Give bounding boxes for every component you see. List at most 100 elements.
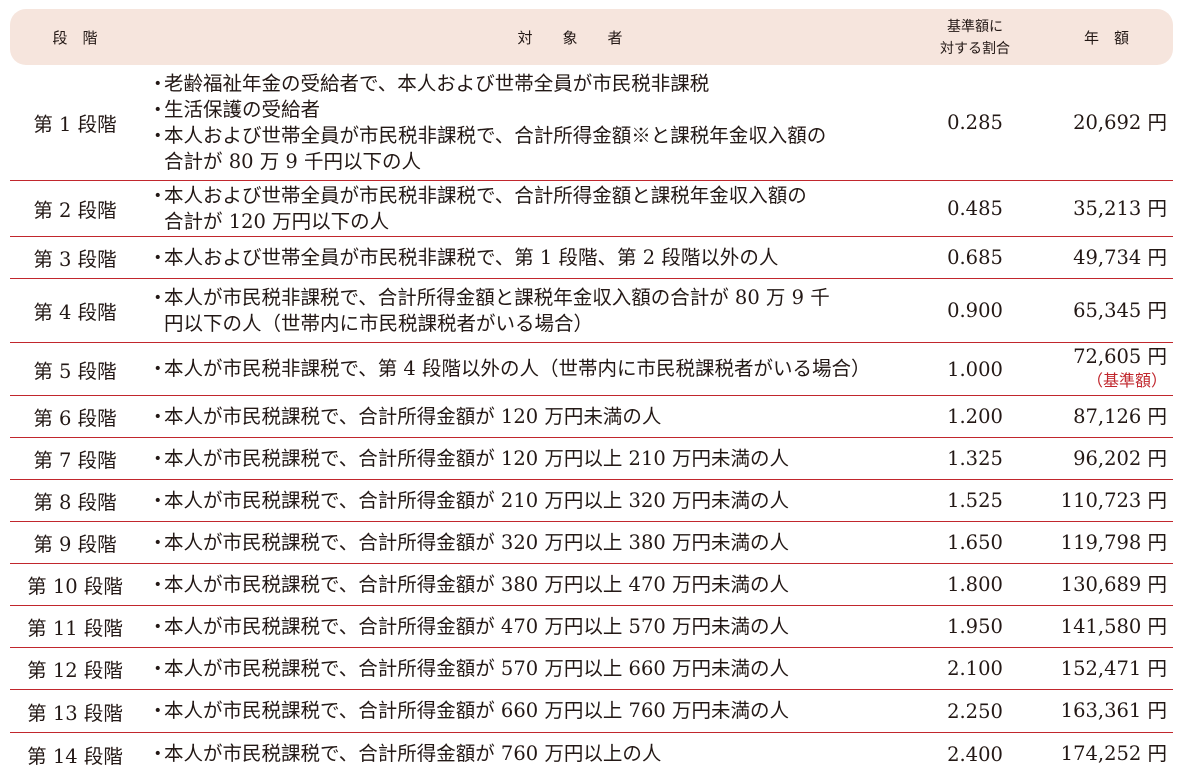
target-item: ・本人および世帯全員が市民税非課税で、合計所得金額※と課税年金収入額の 合計が … <box>148 123 910 175</box>
target-item: ・本人および世帯全員が市民税非課税で、第 1 段階、第 2 段階以外の人 <box>148 245 910 271</box>
header-amount: 年 額 <box>1083 28 1129 47</box>
amount-cell: 141,580 円 <box>1040 615 1173 639</box>
bullet-icon: ・ <box>148 285 168 309</box>
stage-cell: 第 13 段階 <box>27 701 123 725</box>
ratio-cell: 0.285 <box>947 111 1003 134</box>
table-row: 第 10 段階 ・本人が市民税課税で、合計所得金額が 380 万円以上 470 万… <box>10 564 1173 606</box>
target-text: 本人および世帯全員が市民税非課税で、第 1 段階、第 2 段階以外の人 <box>164 245 779 269</box>
target-item: ・本人が市民税課税で、合計所得金額が 660 万円以上 760 万円未満の人 <box>148 698 910 724</box>
stage-cell: 第 8 段階 <box>33 491 117 514</box>
ratio-cell: 1.200 <box>947 405 1003 428</box>
amount-cell: 174,252 円 <box>1040 742 1173 766</box>
amount-cell: 87,126 円 <box>1040 405 1173 429</box>
target-text: 本人が市民税課税で、合計所得金額が 470 万円以上 570 万円未満の人 <box>164 614 789 638</box>
table-row: 第 6 段階 ・本人が市民税課税で、合計所得金額が 120 万円未満の人 1.200… <box>10 396 1173 438</box>
amount-cell: 35,213 円 <box>1040 197 1173 221</box>
target-text: 本人が市民税非課税で、第 4 段階以外の人（世帯内に市民税課税者がいる場合） <box>164 357 871 380</box>
ratio-cell: 1.525 <box>947 489 1003 512</box>
ratio-cell: 1.000 <box>947 357 1003 381</box>
target-item: ・本人が市民税非課税で、第 4 段階以外の人（世帯内に市民税課税者がいる場合） <box>148 356 910 382</box>
target-text: 本人および世帯全員が市民税非課税で、合計所得金額と課税年金収入額の 合計が 12… <box>164 183 807 233</box>
target-cell: ・本人が市民税課税で、合計所得金額が 760 万円以上の人 <box>140 741 910 767</box>
ratio-cell: 0.485 <box>947 197 1003 220</box>
table-row: 第 1 段階・老齢福祉年金の受給者で、本人および世帯全員が市民税非課税・生活保護… <box>10 65 1173 181</box>
bullet-icon: ・ <box>148 656 168 680</box>
table-header: 段 階 対 象 者 基準額に 対する割合 年 額 <box>10 9 1173 65</box>
target-item: ・本人が市民税課税で、合計所得金額が 210 万円以上 320 万円未満の人 <box>148 488 910 514</box>
target-item: ・本人が市民税課税で、合計所得金額が 760 万円以上の人 <box>148 741 910 767</box>
target-item: ・本人が市民税非課税で、合計所得金額と課税年金収入額の合計が 80 万 9 千 … <box>148 285 910 337</box>
ratio-cell: 0.685 <box>947 246 1003 269</box>
amount-value: 72,605 円 <box>1073 345 1167 368</box>
target-text: 本人が市民税課税で、合計所得金額が 380 万円以上 470 万円未満の人 <box>164 572 789 596</box>
amount-value: 174,252 円 <box>1060 742 1167 765</box>
target-text: 本人が市民税課税で、合計所得金額が 210 万円以上 320 万円未満の人 <box>164 488 789 512</box>
table-row: 第 7 段階 ・本人が市民税課税で、合計所得金額が 120 万円以上 210 万円… <box>10 438 1173 480</box>
amount-cell: 96,202 円 <box>1040 447 1173 471</box>
header-ratio: 基準額に 対する割合 <box>940 19 1010 57</box>
bullet-icon: ・ <box>148 357 168 380</box>
amount-value: 163,361 円 <box>1060 699 1167 722</box>
target-text: 本人および世帯全員が市民税非課税で、合計所得金額※と課税年金収入額の 合計が 8… <box>164 123 827 173</box>
target-cell: ・本人および世帯全員が市民税非課税で、合計所得金額と課税年金収入額の 合計が 1… <box>140 183 910 235</box>
bullet-icon: ・ <box>148 123 168 147</box>
target-item: ・本人が市民税課税で、合計所得金額が 570 万円以上 660 万円未満の人 <box>148 656 910 682</box>
target-cell: ・老齢福祉年金の受給者で、本人および世帯全員が市民税非課税・生活保護の受給者・本… <box>140 71 910 175</box>
amount-cell: 163,361 円 <box>1040 699 1173 723</box>
bullet-icon: ・ <box>148 183 168 207</box>
amount-cell: 65,345 円 <box>1040 299 1173 323</box>
amount-value: 20,692 円 <box>1073 110 1167 134</box>
table-row: 第 13 段階 ・本人が市民税課税で、合計所得金額が 660 万円以上 760 万… <box>10 690 1173 733</box>
amount-value: 65,345 円 <box>1073 298 1167 322</box>
target-item: ・本人が市民税課税で、合計所得金額が 120 万円以上 210 万円未満の人 <box>148 446 910 472</box>
target-cell: ・本人が市民税課税で、合計所得金額が 320 万円以上 380 万円未満の人 <box>140 530 910 556</box>
ratio-cell: 1.800 <box>947 573 1003 596</box>
target-item: ・本人が市民税課税で、合計所得金額が 120 万円未満の人 <box>148 404 910 430</box>
stage-cell: 第 9 段階 <box>33 533 117 556</box>
target-text: 本人が市民税課税で、合計所得金額が 120 万円未満の人 <box>164 404 662 428</box>
target-cell: ・本人が市民税課税で、合計所得金額が 570 万円以上 660 万円未満の人 <box>140 656 910 682</box>
amount-value: 141,580 円 <box>1060 614 1167 638</box>
amount-cell: 72,605 円 （基準額） <box>1040 345 1173 393</box>
ratio-cell: 2.100 <box>947 657 1003 680</box>
stage-cell: 第 6 段階 <box>33 407 117 430</box>
target-item: ・老齢福祉年金の受給者で、本人および世帯全員が市民税非課税 <box>148 71 910 97</box>
bullet-icon: ・ <box>148 446 168 470</box>
target-text: 本人が市民税課税で、合計所得金額が 660 万円以上 760 万円未満の人 <box>164 699 789 722</box>
table-row: 第 2 段階 ・本人および世帯全員が市民税非課税で、合計所得金額と課税年金収入額の… <box>10 181 1173 237</box>
bullet-icon: ・ <box>148 404 168 428</box>
amount-value: 49,734 円 <box>1073 245 1167 269</box>
amount-value: 110,723 円 <box>1060 488 1167 512</box>
amount-value: 96,202 円 <box>1073 446 1167 470</box>
amount-value: 130,689 円 <box>1060 572 1167 596</box>
target-text: 本人が市民税課税で、合計所得金額が 120 万円以上 210 万円未満の人 <box>164 446 789 470</box>
table-row: 第 12 段階 ・本人が市民税課税で、合計所得金額が 570 万円以上 660 万… <box>10 648 1173 690</box>
table-row: 第 5 段階 ・本人が市民税非課税で、第 4 段階以外の人（世帯内に市民税課税者が… <box>10 343 1173 396</box>
stage-cell: 第 2 段階 <box>33 199 117 222</box>
target-text: 生活保護の受給者 <box>164 97 321 121</box>
amount-cell: 49,734 円 <box>1040 246 1173 270</box>
ratio-cell: 1.325 <box>947 447 1003 470</box>
amount-value: 119,798 円 <box>1060 530 1167 554</box>
target-cell: ・本人が市民税課税で、合計所得金額が 470 万円以上 570 万円未満の人 <box>140 614 910 640</box>
amount-cell: 20,692 円 <box>1040 111 1173 135</box>
bullet-icon: ・ <box>148 614 168 638</box>
ratio-cell: 2.400 <box>947 742 1003 766</box>
amount-cell: 110,723 円 <box>1040 489 1173 513</box>
target-cell: ・本人が市民税課税で、合計所得金額が 120 万円未満の人 <box>140 404 910 430</box>
stage-cell: 第 14 段階 <box>27 744 123 768</box>
target-item: ・本人および世帯全員が市民税非課税で、合計所得金額と課税年金収入額の 合計が 1… <box>148 183 910 235</box>
table-body: 第 1 段階・老齢福祉年金の受給者で、本人および世帯全員が市民税非課税・生活保護… <box>10 65 1173 775</box>
target-cell: ・本人が市民税課税で、合計所得金額が 380 万円以上 470 万円未満の人 <box>140 572 910 598</box>
table-row: 第 11 段階 ・本人が市民税課税で、合計所得金額が 470 万円以上 570 万… <box>10 606 1173 648</box>
amount-cell: 152,471 円 <box>1040 657 1173 681</box>
amount-value: 152,471 円 <box>1060 656 1167 680</box>
target-cell: ・本人が市民税課税で、合計所得金額が 660 万円以上 760 万円未満の人 <box>140 698 910 724</box>
header-target: 対 象 者 <box>517 28 623 47</box>
bullet-icon: ・ <box>148 530 168 554</box>
stage-cell: 第 4 段階 <box>33 301 117 324</box>
standard-amount-badge: （基準額） <box>1086 371 1167 390</box>
bullet-icon: ・ <box>148 572 168 596</box>
stage-cell: 第 11 段階 <box>27 617 123 640</box>
bullet-icon: ・ <box>148 245 168 269</box>
